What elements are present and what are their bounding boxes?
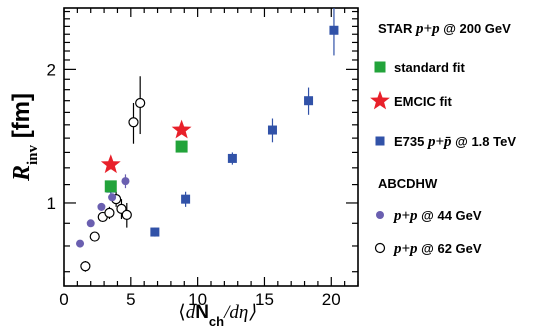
y-tick-label: 2 [47,60,56,79]
data-point [80,261,91,272]
data-point [121,177,130,186]
data-point [76,239,85,248]
data-point [121,209,132,220]
data-point [89,231,100,242]
data-point [267,125,277,135]
series-star [100,119,192,174]
data-point [108,193,117,202]
y-axis-title: Rinv [fm] [8,93,41,182]
series-square [104,140,188,193]
legend-label: EMCIC fit [394,94,452,109]
legend-marker [370,90,390,110]
data-point [329,25,339,35]
legend-header: STAR p+p @ 200 GeV [378,21,511,37]
legend-label: p+p @ 62 GeV [392,241,482,257]
x-tick-label: 15 [255,290,274,309]
data-point [86,219,95,228]
data-point [304,96,314,106]
data-point [135,97,146,109]
legend-marker [374,242,386,254]
data-point [104,180,117,193]
legend: STAR p+p @ 200 GeV standard fit EMCIC fit E… [370,21,516,257]
axes: 0 5 10 15 20 1 2 ⟨dNch/dη⟩ Rinv [fm] [8,7,359,326]
data-point [97,202,106,211]
legend-marker [375,136,385,146]
x-tick-label: 0 [59,290,68,309]
data-point [100,154,121,174]
data-point [181,194,191,204]
y-tick-label: 1 [47,194,56,213]
legend-header: ABCDHW [378,176,438,191]
data-point [227,153,237,163]
legend-marker [374,61,386,73]
x-tick-label: 20 [322,290,341,309]
legend-label: E735 p+p̄ @ 1.8 TeV [394,134,516,150]
x-axis-title: ⟨dNch/dη⟩ [178,302,256,326]
x-tick-label: 10 [188,290,207,309]
data-point [171,119,192,139]
series-circle [76,174,130,248]
data-point [175,140,188,153]
legend-marker [376,211,384,219]
data-marks [76,8,339,272]
legend-label: p+p @ 44 GeV [392,208,482,224]
legend-label: standard fit [394,60,465,75]
plot-frame [63,7,359,287]
series-square [106,8,339,237]
data-point [150,227,160,237]
x-tick-label: 5 [126,290,135,309]
series-open-circle [80,76,146,272]
data-point [128,117,139,128]
data-point [104,207,115,218]
